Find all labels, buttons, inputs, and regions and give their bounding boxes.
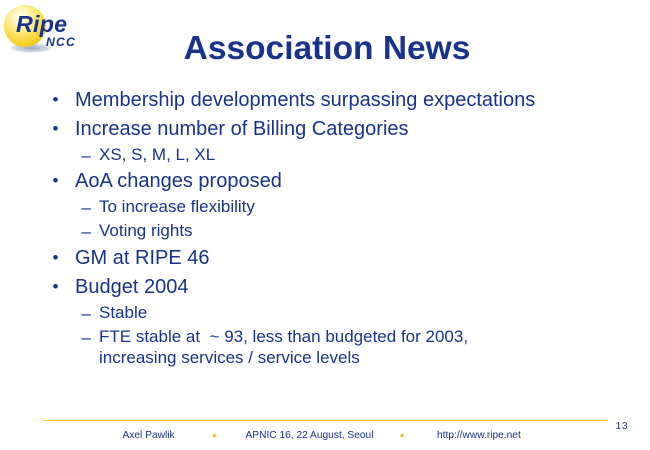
footer-event: APNIC 16, 22 August, Seoul	[245, 429, 374, 441]
bullet-item: • Increase number of Billing Categories	[52, 117, 409, 140]
logo-shadow	[9, 43, 53, 53]
dash-icon: –	[81, 145, 91, 165]
bullet-subitem: – FTE stable at ~ 93, less than budgeted …	[81, 327, 473, 367]
bullet-item: • Budget 2004	[52, 275, 189, 298]
footer-separator-dot: .	[211, 419, 218, 442]
bullet-item: • AoA changes proposed	[52, 169, 282, 192]
bullet-icon: •	[52, 276, 59, 296]
bullet-icon: •	[52, 248, 59, 268]
logo-brand-text: Ripe	[16, 11, 68, 38]
logo-sub-text: NCC	[46, 35, 77, 50]
bullet-subitem: – Voting rights	[81, 221, 193, 242]
bullet-item: • GM at RIPE 46	[52, 246, 210, 269]
bullet-icon: •	[52, 170, 59, 190]
page-number: 13	[615, 421, 629, 432]
footer-divider-line	[43, 419, 608, 422]
logo-globe-icon	[4, 4, 46, 47]
bullet-subitem: – Stable	[81, 303, 148, 323]
bullet-icon: •	[52, 90, 59, 110]
footer-separator-dot: .	[399, 419, 405, 442]
footer-url: http://www.ripe.net	[437, 429, 521, 441]
dash-icon: –	[81, 197, 91, 217]
dash-icon: –	[81, 328, 91, 348]
bullet-item: • Membership developments surpassing expe…	[52, 89, 536, 111]
bullet-subitem: – To increase flexibility	[81, 197, 255, 217]
bullet-icon: •	[52, 119, 59, 139]
dash-icon: –	[81, 303, 91, 323]
ripe-ncc-logo: Ripe NCC	[0, 0, 130, 60]
slide-title: Association News	[183, 30, 471, 67]
bullet-subitem: – XS, S, M, L, XL	[81, 145, 216, 165]
footer-author: Axel Pawlik	[122, 429, 175, 441]
dash-icon: –	[81, 222, 91, 242]
